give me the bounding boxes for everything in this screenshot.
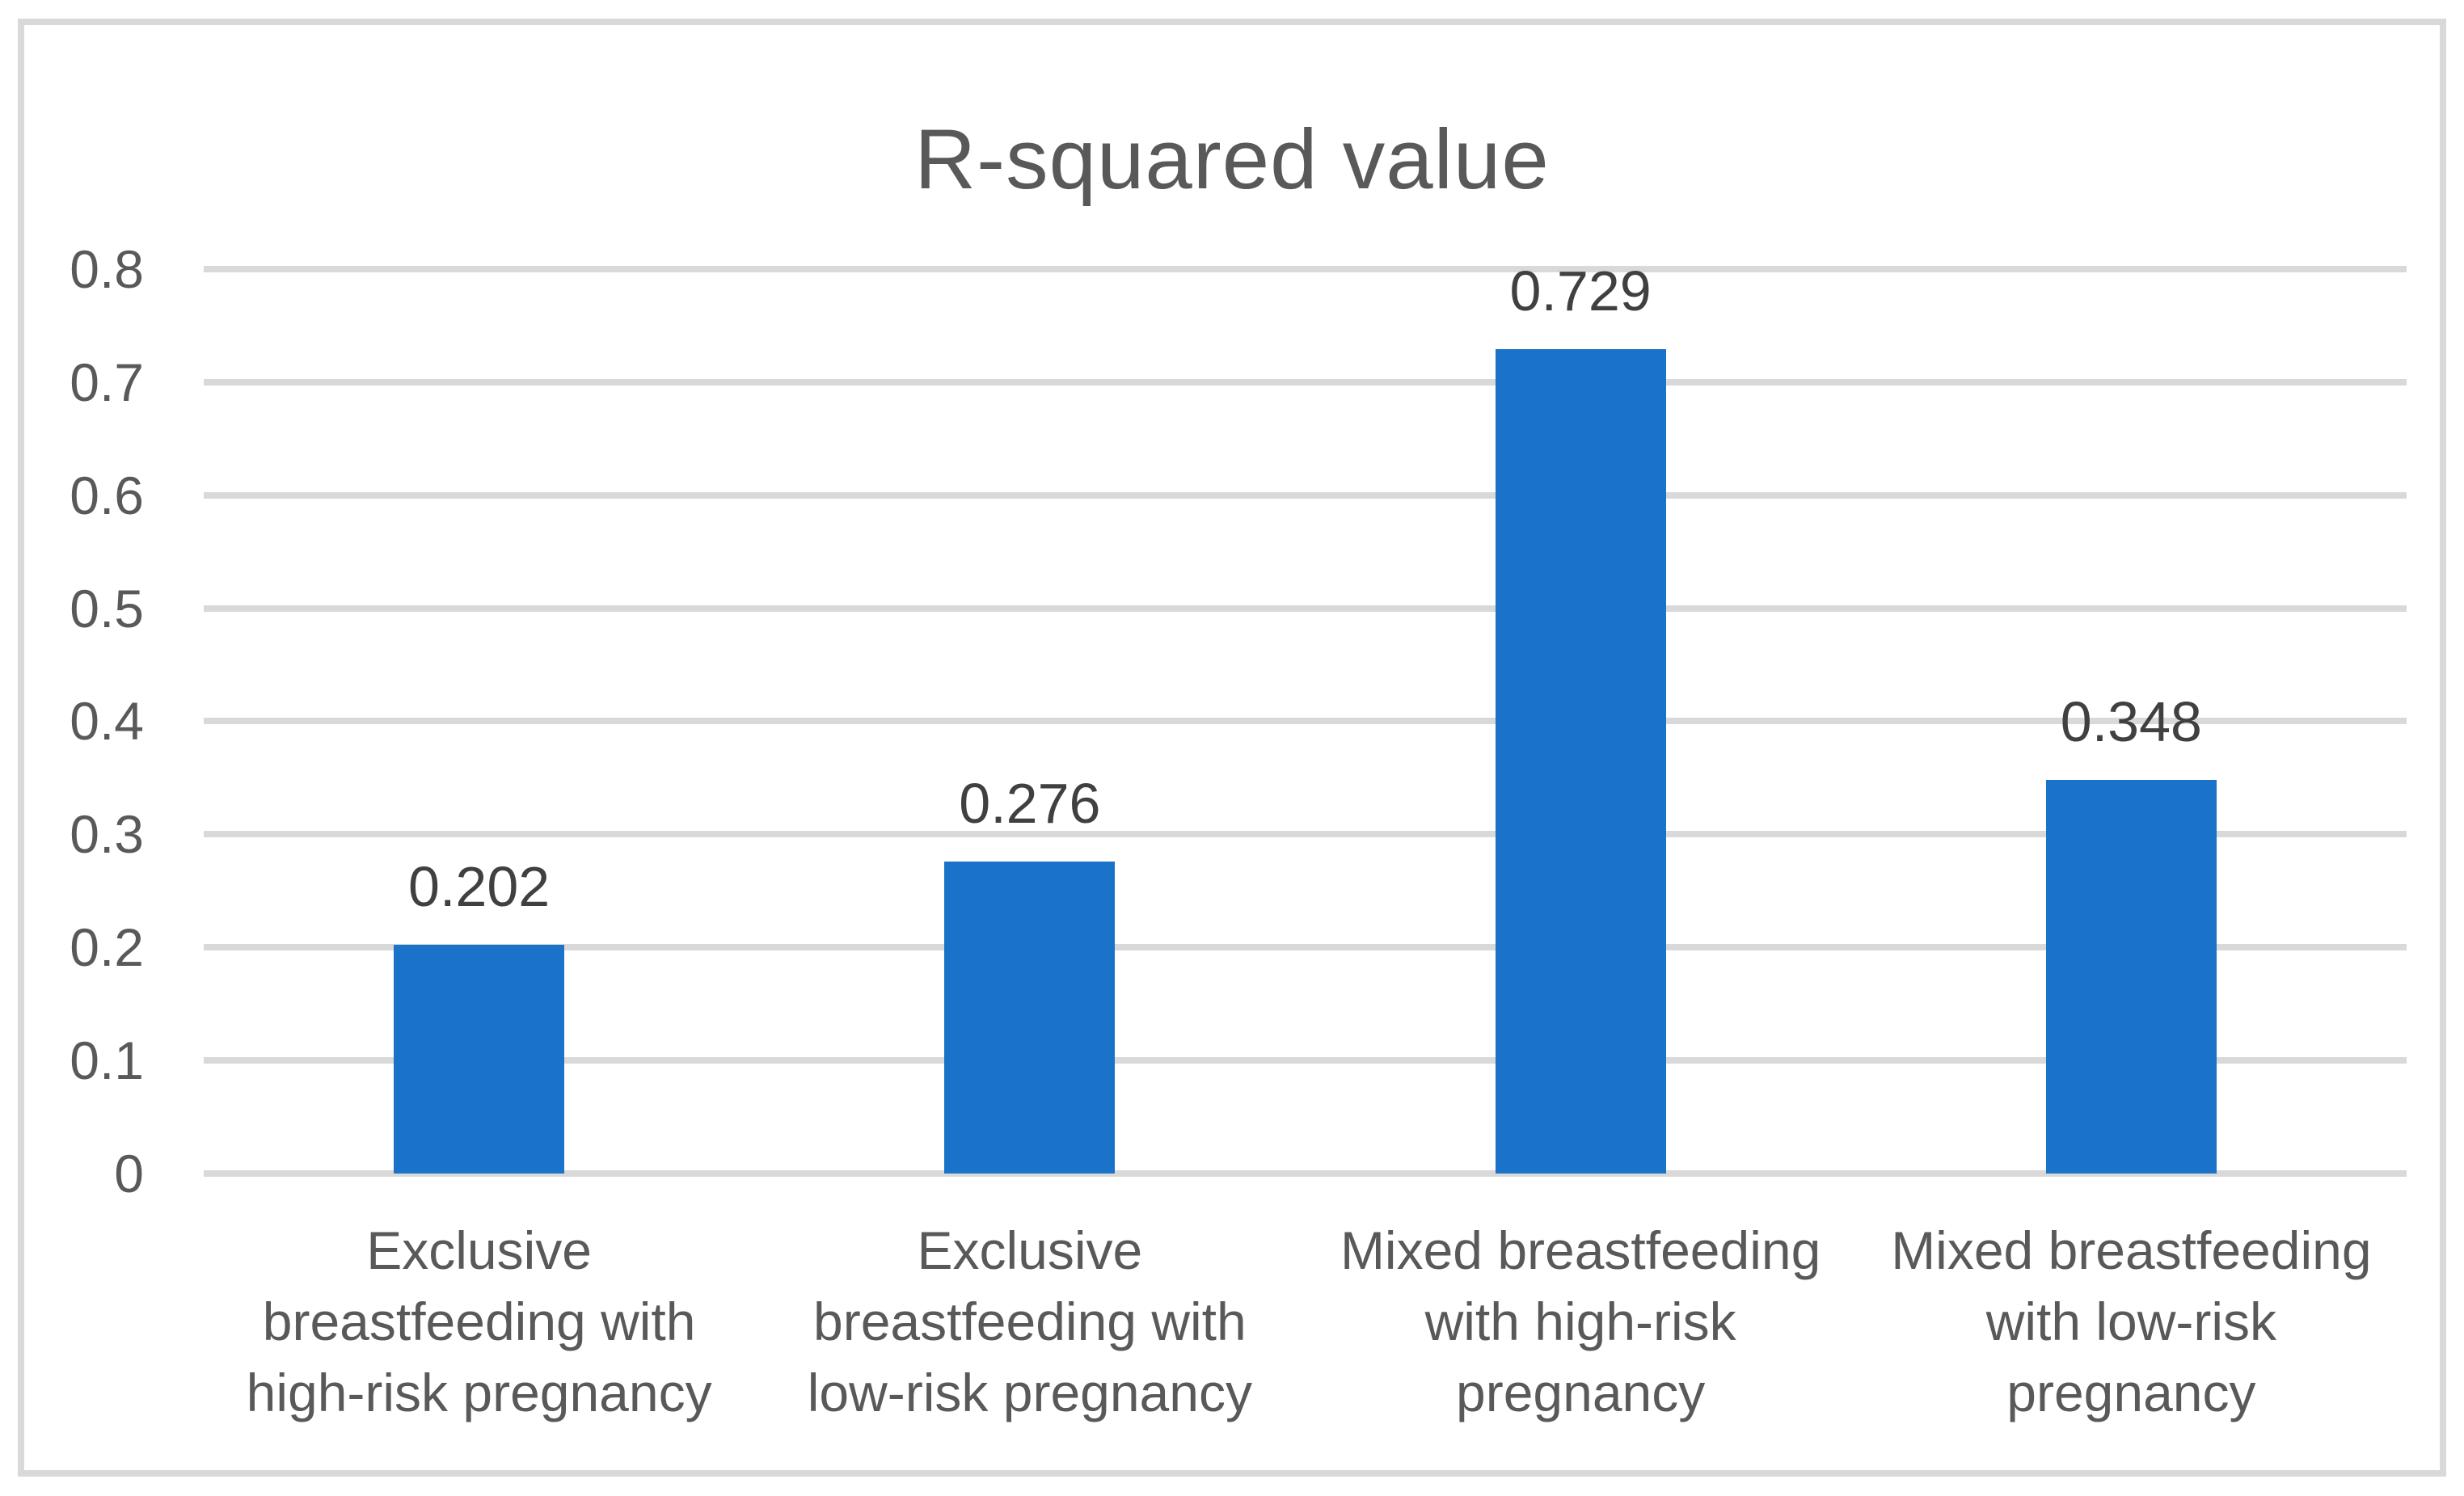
- bar-value-label: 0.729: [1509, 259, 1652, 322]
- bar-value-label: 0.348: [2060, 690, 2202, 753]
- y-tick-label: 0.3: [70, 804, 144, 865]
- gridline: [204, 944, 2407, 951]
- gridline: [204, 718, 2407, 725]
- y-tick-label: 0.1: [70, 1030, 144, 1091]
- y-tick-label: 0.7: [70, 352, 144, 412]
- y-tick-label: 0.5: [70, 578, 144, 638]
- gridline: [204, 1170, 2407, 1177]
- y-tick-label: 0.2: [70, 917, 144, 978]
- gridline: [204, 1057, 2407, 1064]
- x-category-label: Exclusive breastfeeding with high-risk p…: [246, 1220, 712, 1422]
- bar: [2045, 780, 2217, 1174]
- x-category-label: Exclusive breastfeeding with low-risk pr…: [807, 1220, 1252, 1422]
- chart-title: R-squared value: [914, 112, 1550, 207]
- gridline: [204, 378, 2407, 386]
- y-tick-label: 0.8: [70, 238, 144, 299]
- y-tick-label: 0.6: [70, 465, 144, 525]
- gridline: [204, 491, 2407, 499]
- y-tick-label: 0: [114, 1144, 144, 1203]
- x-category-label: Mixed breastfeeding with low-risk pregna…: [1891, 1220, 2372, 1422]
- y-tick-label: 0.4: [70, 691, 144, 752]
- bar: [944, 862, 1116, 1174]
- bar-value-label: 0.276: [959, 772, 1101, 835]
- chart-frame: [18, 19, 2446, 1477]
- x-category-label: Mixed breastfeeding with high-risk pregn…: [1340, 1220, 1821, 1422]
- bar-value-label: 0.202: [408, 855, 551, 918]
- bar: [394, 945, 565, 1174]
- gridline: [204, 265, 2407, 272]
- bar: [1495, 349, 1666, 1174]
- gridline: [204, 831, 2407, 838]
- gridline: [204, 605, 2407, 612]
